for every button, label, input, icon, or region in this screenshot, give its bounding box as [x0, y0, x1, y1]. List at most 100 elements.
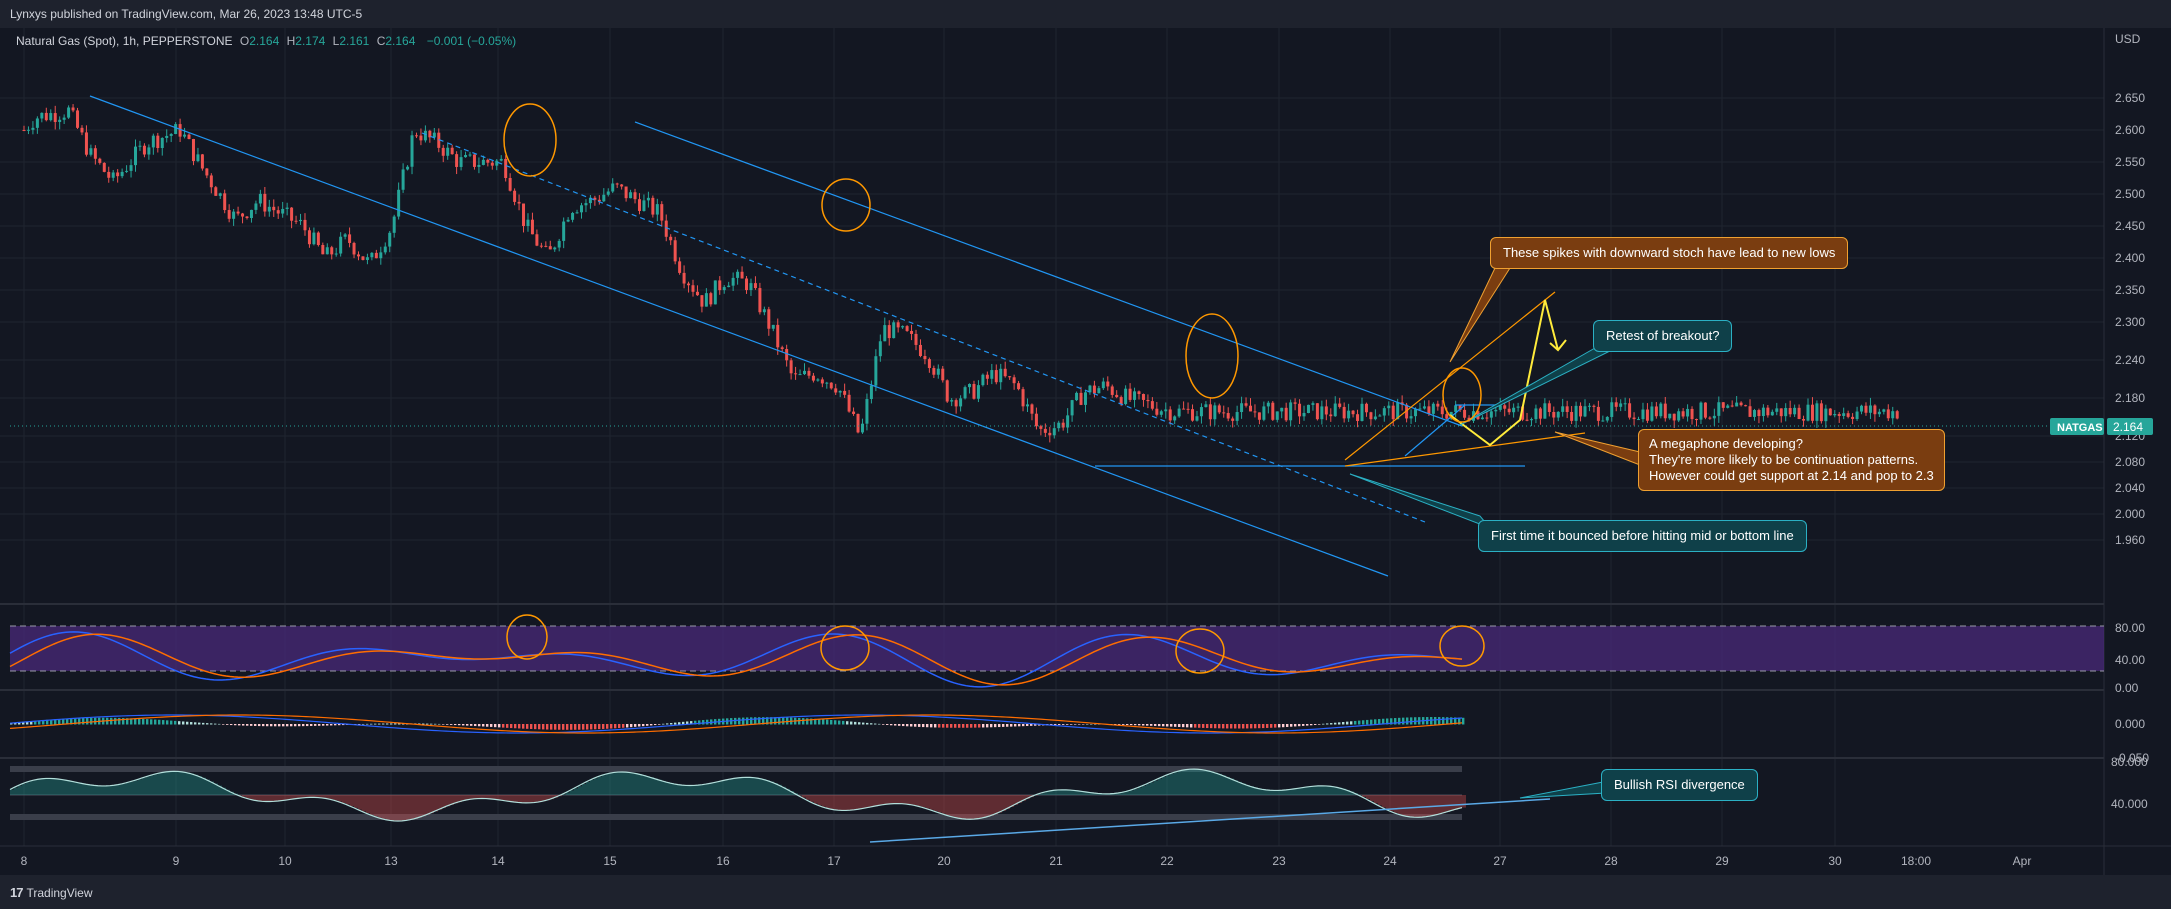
macd-bar	[1294, 724, 1297, 727]
macd-bar	[422, 723, 425, 725]
rsi-fill-bar	[1210, 771, 1214, 795]
rsi-fill-bar	[134, 780, 138, 795]
rsi-fill-bar	[390, 795, 394, 821]
candle-body	[472, 154, 476, 167]
candle-body	[258, 193, 262, 204]
time-tick: 15	[603, 854, 617, 868]
candle-body	[932, 368, 936, 375]
macd-bar	[1070, 724, 1073, 725]
candle-body	[927, 359, 931, 369]
candle-body	[125, 170, 129, 172]
candle-body	[80, 127, 84, 133]
candle-body	[129, 165, 133, 171]
candle-body	[727, 285, 731, 288]
rsi-fill-bar	[1262, 789, 1266, 795]
macd-bar	[1138, 724, 1141, 726]
rsi-fill-bar	[498, 795, 502, 800]
candle-body	[736, 271, 740, 278]
candle-body	[134, 146, 137, 166]
rsi-fill-bar	[158, 773, 162, 795]
candle-body	[102, 162, 106, 172]
candle-body	[1512, 407, 1516, 413]
rsi-fill-bar	[690, 785, 694, 795]
rsi-fill-bar	[118, 784, 122, 795]
price-tick: 2.600	[2115, 123, 2145, 137]
macd-bar	[1006, 724, 1009, 727]
rsi-fill-bar	[26, 782, 30, 795]
candle-body	[1605, 416, 1609, 421]
circle-annotation	[1442, 367, 1482, 423]
candle-body	[914, 333, 918, 345]
macd-bar	[1198, 724, 1201, 728]
candle-body	[1851, 416, 1855, 419]
candle-body	[740, 271, 744, 279]
rsi-fill-bar	[546, 795, 550, 801]
rsi-fill-bar	[758, 778, 762, 795]
candle-body	[1097, 388, 1101, 394]
rsi-fill-bar	[386, 795, 390, 820]
time-tick: 10	[278, 854, 292, 868]
rsi-fill-bar	[1298, 788, 1302, 795]
candle-body	[588, 197, 592, 204]
rsi-fill-bar	[1054, 790, 1058, 795]
macd-bar	[954, 724, 957, 728]
candle-body	[1012, 377, 1016, 384]
macd-bar	[898, 724, 901, 726]
candle-body	[976, 385, 980, 399]
rsi-fill-bar	[754, 777, 758, 795]
macd-bar	[654, 724, 657, 726]
candle-body	[1360, 403, 1364, 421]
candle-body	[107, 171, 111, 178]
time-tick: 29	[1715, 854, 1729, 868]
macd-bar	[1166, 724, 1169, 727]
rsi-fill-bar	[634, 773, 638, 795]
candle-body	[749, 283, 753, 291]
macd-bar	[238, 724, 241, 726]
macd-bar	[946, 724, 949, 728]
macd-bar	[1234, 724, 1237, 729]
macd-bar	[1146, 724, 1149, 726]
candlestick-series	[22, 104, 1899, 443]
candle-body	[22, 130, 26, 131]
callout-bullish-rsi-text: Bullish RSI divergence	[1614, 777, 1745, 792]
candle-body	[477, 164, 481, 167]
callout-megaphone-line: However could get support at 2.14 and po…	[1649, 468, 1934, 483]
candle-body	[1752, 410, 1756, 417]
macd-bar	[690, 721, 693, 725]
tradingview-brand[interactable]: 17 TradingView	[10, 885, 93, 900]
rsi-fill-bar	[402, 795, 406, 821]
candle-body	[428, 130, 432, 138]
macd-bar	[86, 717, 89, 725]
symbol-legend: Natural Gas (Spot), 1h, PEPPERSTONE O2.1…	[16, 34, 516, 48]
candle-body	[1396, 402, 1400, 420]
macd-bar	[294, 724, 297, 727]
macd-bar	[574, 724, 577, 730]
stoch-axis: 80.00 40.00 0.00	[2115, 621, 2145, 695]
candle-body	[602, 194, 606, 202]
candle-body	[1115, 394, 1119, 398]
rsi-fill-bar	[1410, 795, 1414, 817]
candle-body	[432, 132, 436, 138]
candle-body	[1231, 418, 1235, 421]
candle-body	[1026, 404, 1029, 407]
candle-body	[1186, 408, 1190, 410]
macd-bar	[1446, 717, 1449, 725]
rsi-fill-bar	[1086, 791, 1090, 795]
rsi-fill-bar	[686, 785, 690, 795]
candle-body	[254, 203, 258, 210]
macd-bar	[894, 724, 897, 726]
rsi-fill-bar	[822, 795, 826, 807]
candle-body	[218, 193, 222, 196]
candle-body	[1293, 402, 1297, 404]
chart-area[interactable]: 2.650 2.600 2.550 2.500 2.450 2.400 2.350 2.300…	[0, 28, 2171, 875]
macd-bar	[618, 724, 621, 729]
rsi-axis: 80.000 40.000	[2111, 755, 2148, 811]
rsi-fill-bar	[766, 780, 770, 795]
macd-bar	[738, 717, 741, 725]
macd-bar	[934, 724, 937, 728]
macd-bar	[250, 724, 253, 726]
candle-body	[397, 189, 401, 217]
rsi-fill-bar	[502, 795, 506, 801]
rsi-fill-bar	[982, 795, 986, 818]
candle-body	[691, 285, 695, 292]
